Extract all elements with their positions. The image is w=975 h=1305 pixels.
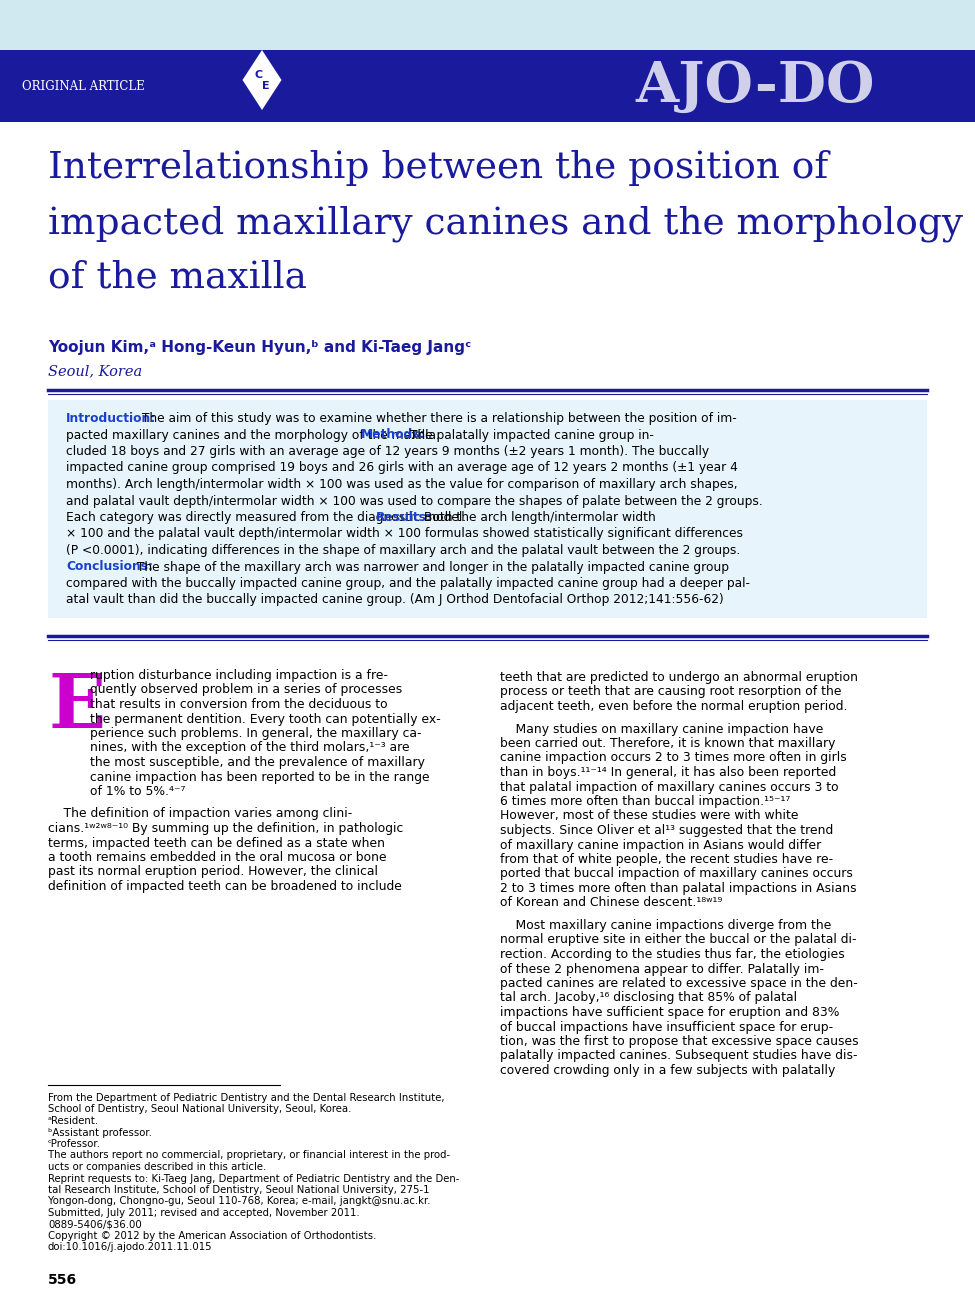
- Text: Seoul, Korea: Seoul, Korea: [48, 364, 142, 378]
- Text: from that of white people, the recent studies have re-: from that of white people, the recent st…: [500, 853, 833, 867]
- Text: a tooth remains embedded in the oral mucosa or bone: a tooth remains embedded in the oral muc…: [48, 851, 387, 864]
- Text: and palatal vault depth/intermolar width × 100 was used to compare the shapes of: and palatal vault depth/intermolar width…: [66, 495, 762, 508]
- Text: From the Department of Pediatric Dentistry and the Dental Research Institute,: From the Department of Pediatric Dentist…: [48, 1094, 445, 1103]
- Text: terms, impacted teeth can be defined as a state when: terms, impacted teeth can be defined as …: [48, 837, 385, 850]
- Text: ucts or companies described in this article.: ucts or companies described in this arti…: [48, 1161, 266, 1172]
- Text: The definition of impaction varies among clini-: The definition of impaction varies among…: [48, 808, 352, 821]
- Text: 556: 556: [48, 1272, 77, 1287]
- Text: tion, was the first to propose that excessive space causes: tion, was the first to propose that exce…: [500, 1035, 859, 1048]
- Text: cluded 18 boys and 27 girls with an average age of 12 years 9 months (±2 years 1: cluded 18 boys and 27 girls with an aver…: [66, 445, 709, 458]
- Text: atal vault than did the buccally impacted canine group. (Am J Orthod Dentofacial: atal vault than did the buccally impacte…: [66, 594, 723, 607]
- Text: palatally impacted canines. Subsequent studies have dis-: palatally impacted canines. Subsequent s…: [500, 1049, 857, 1062]
- Text: Results:: Results:: [376, 512, 432, 525]
- Text: of Korean and Chinese descent.¹⁸ʷ¹⁹: of Korean and Chinese descent.¹⁸ʷ¹⁹: [500, 897, 722, 910]
- Text: pacted canines are related to excessive space in the den-: pacted canines are related to excessive …: [500, 977, 858, 990]
- Text: Yongon-dong, Chongno-gu, Seoul 110-768, Korea; e-mail, jangkt@snu.ac.kr.: Yongon-dong, Chongno-gu, Seoul 110-768, …: [48, 1197, 431, 1207]
- Text: normal eruptive site in either the buccal or the palatal di-: normal eruptive site in either the bucca…: [500, 933, 856, 946]
- Text: impacted canine group comprised 19 boys and 26 girls with an average age of 12 y: impacted canine group comprised 19 boys …: [66, 462, 738, 475]
- Text: ported that buccal impaction of maxillary canines occurs: ported that buccal impaction of maxillar…: [500, 868, 853, 881]
- Text: Yoojun Kim,ᵃ Hong-Keun Hyun,ᵇ and Ki-Taeg Jangᶜ: Yoojun Kim,ᵃ Hong-Keun Hyun,ᵇ and Ki-Tae…: [48, 341, 471, 355]
- Text: Methods:: Methods:: [361, 428, 426, 441]
- Text: The aim of this study was to examine whether there is a relationship between the: The aim of this study was to examine whe…: [138, 412, 737, 425]
- Text: The palatally impacted canine group in-: The palatally impacted canine group in-: [406, 428, 653, 441]
- Text: ᵇAssistant professor.: ᵇAssistant professor.: [48, 1128, 152, 1138]
- Text: 2 to 3 times more often than palatal impactions in Asians: 2 to 3 times more often than palatal imp…: [500, 882, 857, 895]
- Text: Conclusions:: Conclusions:: [66, 561, 153, 573]
- Text: E: E: [48, 671, 105, 744]
- Text: of the maxilla: of the maxilla: [48, 260, 307, 296]
- Text: ᶜProfessor.: ᶜProfessor.: [48, 1139, 100, 1148]
- Text: Interrelationship between the position of: Interrelationship between the position o…: [48, 150, 828, 187]
- Bar: [0, 0, 975, 50]
- Text: The shape of the maxillary arch was narrower and longer in the palatally impacte: The shape of the maxillary arch was narr…: [133, 561, 728, 573]
- Text: cians.¹ʷ²ʷ⁸⁻¹⁰ By summing up the definition, in pathologic: cians.¹ʷ²ʷ⁸⁻¹⁰ By summing up the definit…: [48, 822, 404, 835]
- Text: that results in conversion from the deciduous to: that results in conversion from the deci…: [90, 698, 388, 711]
- Text: that palatal impaction of maxillary canines occurs 3 to: that palatal impaction of maxillary cani…: [500, 780, 838, 793]
- Text: pacted maxillary canines and the morphology of the maxilla.: pacted maxillary canines and the morphol…: [66, 428, 444, 441]
- Text: teeth that are predicted to undergo an abnormal eruption: teeth that are predicted to undergo an a…: [500, 671, 858, 684]
- Text: than in boys.¹¹⁻¹⁴ In general, it has also been reported: than in boys.¹¹⁻¹⁴ In general, it has al…: [500, 766, 837, 779]
- Text: impacted maxillary canines and the morphology: impacted maxillary canines and the morph…: [48, 205, 963, 241]
- Text: ruption disturbance including impaction is a fre-: ruption disturbance including impaction …: [90, 669, 388, 683]
- Text: 0889-5406/$36.00: 0889-5406/$36.00: [48, 1219, 141, 1229]
- Text: tal Research Institute, School of Dentistry, Seoul National University, 275-1: tal Research Institute, School of Dentis…: [48, 1185, 430, 1195]
- Text: perience such problems. In general, the maxillary ca-: perience such problems. In general, the …: [90, 727, 421, 740]
- Text: rection. According to the studies thus far, the etiologies: rection. According to the studies thus f…: [500, 947, 844, 960]
- Text: compared with the buccally impacted canine group, and the palatally impacted can: compared with the buccally impacted cani…: [66, 577, 750, 590]
- Text: of these 2 phenomena appear to differ. Palatally im-: of these 2 phenomena appear to differ. P…: [500, 963, 824, 976]
- Text: of 1% to 5%.⁴⁻⁷: of 1% to 5%.⁴⁻⁷: [90, 786, 185, 797]
- Text: impactions have sufficient space for eruption and 83%: impactions have sufficient space for eru…: [500, 1006, 839, 1019]
- Text: of buccal impactions have insufficient space for erup-: of buccal impactions have insufficient s…: [500, 1021, 833, 1034]
- Text: canine impaction has been reported to be in the range: canine impaction has been reported to be…: [90, 770, 430, 783]
- Text: ORIGINAL ARTICLE: ORIGINAL ARTICLE: [22, 80, 144, 93]
- Text: Many studies on maxillary canine impaction have: Many studies on maxillary canine impacti…: [500, 723, 823, 736]
- Text: Introduction:: Introduction:: [66, 412, 156, 425]
- Text: doi:10.1016/j.ajodo.2011.11.015: doi:10.1016/j.ajodo.2011.11.015: [48, 1242, 213, 1253]
- Text: adjacent teeth, even before the normal eruption period.: adjacent teeth, even before the normal e…: [500, 699, 847, 713]
- Text: Both the arch length/intermolar width: Both the arch length/intermolar width: [420, 512, 656, 525]
- Text: Each category was directly measured from the diagnostic model.: Each category was directly measured from…: [66, 512, 470, 525]
- Polygon shape: [243, 50, 282, 110]
- Text: subjects. Since Oliver et al¹³ suggested that the trend: subjects. Since Oliver et al¹³ suggested…: [500, 823, 834, 837]
- Text: The authors report no commercial, proprietary, or financial interest in the prod: The authors report no commercial, propri…: [48, 1151, 450, 1160]
- Text: C: C: [254, 70, 263, 80]
- Text: past its normal eruption period. However, the clinical: past its normal eruption period. However…: [48, 865, 378, 878]
- Text: AJO-DO: AJO-DO: [636, 59, 875, 114]
- Text: definition of impacted teeth can be broadened to include: definition of impacted teeth can be broa…: [48, 880, 402, 893]
- Text: of maxillary canine impaction in Asians would differ: of maxillary canine impaction in Asians …: [500, 839, 821, 851]
- Text: Most maxillary canine impactions diverge from the: Most maxillary canine impactions diverge…: [500, 919, 832, 932]
- Text: 6 times more often than buccal impaction.¹⁵⁻¹⁷: 6 times more often than buccal impaction…: [500, 795, 791, 808]
- Text: tal arch. Jacoby,¹⁶ disclosing that 85% of palatal: tal arch. Jacoby,¹⁶ disclosing that 85% …: [500, 992, 798, 1005]
- Text: × 100 and the palatal vault depth/intermolar width × 100 formulas showed statist: × 100 and the palatal vault depth/interm…: [66, 527, 743, 540]
- Text: Reprint requests to: Ki-Taeg Jang, Department of Pediatric Dentistry and the Den: Reprint requests to: Ki-Taeg Jang, Depar…: [48, 1173, 459, 1184]
- Text: E: E: [262, 81, 270, 91]
- Text: the permanent dentition. Every tooth can potentially ex-: the permanent dentition. Every tooth can…: [90, 713, 441, 726]
- Text: been carried out. Therefore, it is known that maxillary: been carried out. Therefore, it is known…: [500, 737, 836, 750]
- Text: However, most of these studies were with white: However, most of these studies were with…: [500, 809, 799, 822]
- Text: Copyright © 2012 by the American Association of Orthodontists.: Copyright © 2012 by the American Associa…: [48, 1231, 376, 1241]
- Bar: [48, 401, 927, 619]
- Text: Submitted, July 2011; revised and accepted, November 2011.: Submitted, July 2011; revised and accept…: [48, 1208, 360, 1218]
- Bar: [0, 50, 975, 121]
- Text: covered crowding only in a few subjects with palatally: covered crowding only in a few subjects …: [500, 1064, 836, 1077]
- Text: (P <0.0001), indicating differences in the shape of maxillary arch and the palat: (P <0.0001), indicating differences in t…: [66, 544, 740, 557]
- Text: canine impaction occurs 2 to 3 times more often in girls: canine impaction occurs 2 to 3 times mor…: [500, 752, 846, 765]
- Text: process or teeth that are causing root resorption of the: process or teeth that are causing root r…: [500, 685, 841, 698]
- Text: the most susceptible, and the prevalence of maxillary: the most susceptible, and the prevalence…: [90, 756, 425, 769]
- Text: months). Arch length/intermolar width × 100 was used as the value for comparison: months). Arch length/intermolar width × …: [66, 478, 738, 491]
- Text: quently observed problem in a series of processes: quently observed problem in a series of …: [90, 684, 403, 697]
- Text: nines, with the exception of the third molars,¹⁻³ are: nines, with the exception of the third m…: [90, 741, 409, 754]
- Text: School of Dentistry, Seoul National University, Seoul, Korea.: School of Dentistry, Seoul National Univ…: [48, 1104, 351, 1114]
- Text: ᵃResident.: ᵃResident.: [48, 1116, 99, 1126]
